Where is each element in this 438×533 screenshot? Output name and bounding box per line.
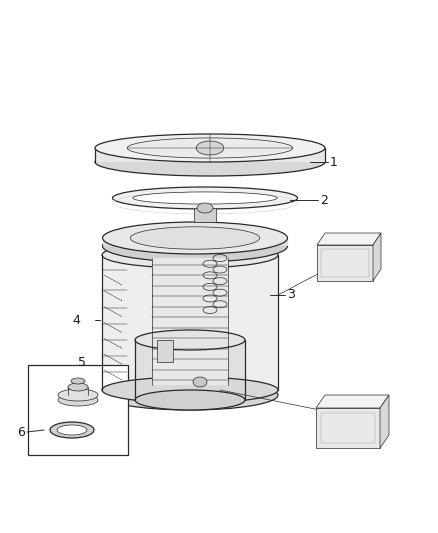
Ellipse shape [71,378,85,384]
Polygon shape [317,245,373,281]
Ellipse shape [133,192,277,204]
Ellipse shape [58,394,98,406]
Ellipse shape [57,425,87,435]
Ellipse shape [113,187,297,209]
Ellipse shape [127,138,293,158]
Ellipse shape [95,134,325,162]
Text: 2: 2 [320,193,328,206]
Ellipse shape [95,148,325,176]
Polygon shape [380,395,389,448]
Text: 1: 1 [330,156,338,168]
Ellipse shape [68,383,88,391]
Text: 3: 3 [287,288,295,302]
Polygon shape [317,233,381,245]
Polygon shape [95,148,325,162]
Ellipse shape [102,377,278,403]
Polygon shape [135,340,245,400]
Polygon shape [102,238,287,246]
Polygon shape [102,255,278,390]
Ellipse shape [196,141,224,155]
Bar [28,365,128,455]
Ellipse shape [102,230,287,262]
Ellipse shape [193,377,207,387]
Bar [194,208,216,222]
Ellipse shape [135,330,245,350]
Polygon shape [316,395,389,408]
Bar [321,249,369,277]
Ellipse shape [58,389,98,401]
Text: 5: 5 [78,356,86,368]
Ellipse shape [197,203,213,213]
Ellipse shape [50,422,94,438]
Ellipse shape [102,222,287,254]
Polygon shape [316,408,380,448]
Bar [321,413,375,443]
Ellipse shape [102,380,278,410]
Text: 4: 4 [72,313,80,327]
Polygon shape [152,258,228,385]
Polygon shape [373,233,381,281]
Ellipse shape [130,227,260,249]
Ellipse shape [102,242,278,268]
Bar [157,340,173,362]
Ellipse shape [135,390,245,410]
Text: 6: 6 [17,425,25,439]
